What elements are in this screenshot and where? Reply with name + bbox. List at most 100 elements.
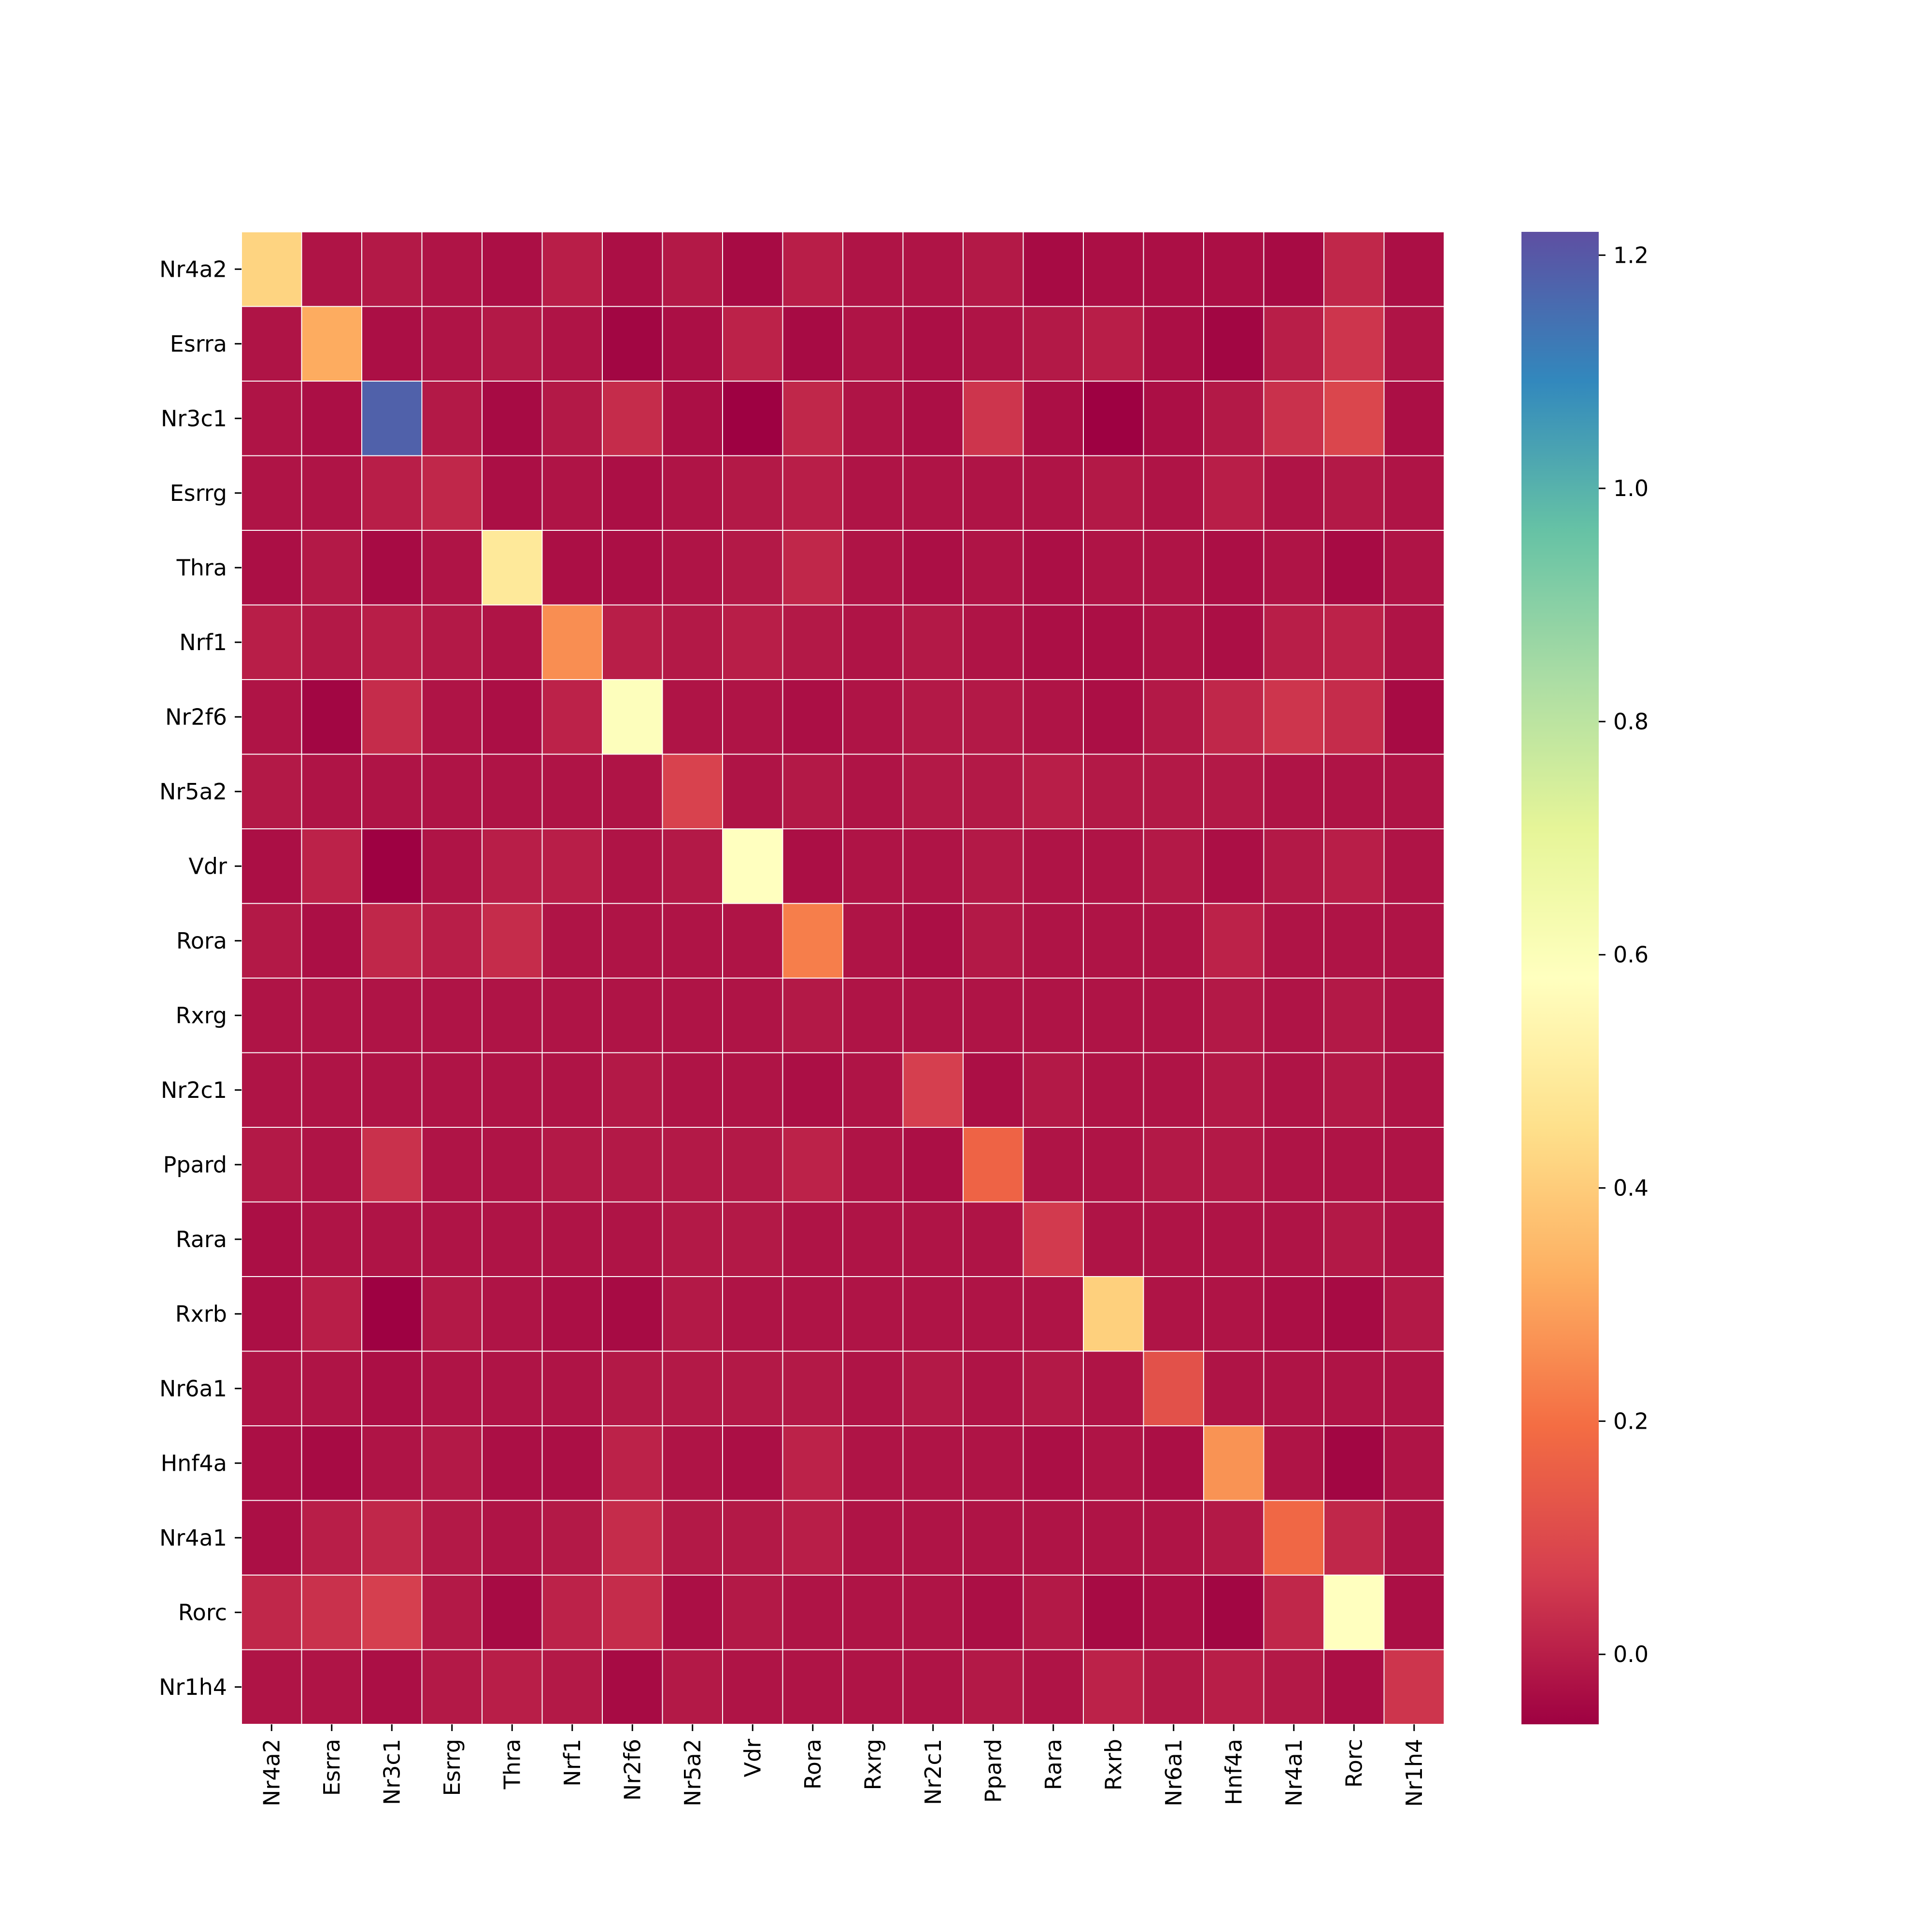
heatmap-cell	[541, 530, 603, 606]
heatmap-cell	[662, 828, 723, 904]
heatmap-cell	[662, 903, 723, 979]
heatmap-cell	[963, 828, 1024, 904]
column-label: Nr4a1	[1281, 1739, 1307, 1806]
heatmap-cell	[782, 753, 843, 829]
heatmap-cell	[1143, 903, 1204, 979]
heatmap-cell	[1143, 753, 1204, 829]
heatmap-cell	[421, 1276, 483, 1352]
heatmap-cell	[1323, 753, 1385, 829]
heatmap-cell	[842, 753, 904, 829]
heatmap-cell	[722, 1575, 783, 1650]
heatmap-cell	[1143, 1201, 1204, 1277]
heatmap-cell	[963, 1500, 1024, 1576]
heatmap-cell	[1083, 1575, 1144, 1650]
heatmap-cell	[782, 306, 843, 382]
heatmap-cell	[1263, 231, 1324, 307]
heatmap-cell	[963, 753, 1024, 829]
heatmap-cell	[1203, 1052, 1264, 1128]
heatmap-cell	[662, 753, 723, 829]
heatmap-cell	[662, 1649, 723, 1725]
heatmap-cell	[1323, 1276, 1385, 1352]
heatmap-cell	[301, 1425, 362, 1501]
heatmap-cell	[482, 978, 543, 1053]
heatmap-cell	[842, 1276, 904, 1352]
heatmap-cell	[1083, 604, 1144, 680]
heatmap-cell	[842, 1500, 904, 1576]
heatmap-cell	[361, 679, 423, 755]
heatmap-cell	[1263, 455, 1324, 531]
heatmap-cell	[662, 306, 723, 382]
heatmap-cell	[1383, 1052, 1445, 1128]
heatmap-cell	[1263, 381, 1324, 456]
heatmap-cell	[541, 679, 603, 755]
heatmap-cell	[361, 828, 423, 904]
heatmap-cell	[541, 978, 603, 1053]
heatmap-cell	[482, 1127, 543, 1203]
heatmap-cell	[1083, 231, 1144, 307]
heatmap-cell	[1383, 753, 1445, 829]
heatmap-cell	[1023, 455, 1084, 531]
heatmap-cell	[301, 1350, 362, 1426]
column-label: Nr5a2	[680, 1739, 706, 1806]
heatmap-cell	[1143, 231, 1204, 307]
colorbar-tick-label: 1.0	[1613, 475, 1648, 501]
row-label: Nr3c1	[161, 405, 227, 431]
heatmap-cell	[482, 903, 543, 979]
heatmap-cell	[301, 978, 362, 1053]
heatmap-cell	[1143, 381, 1204, 456]
heatmap-cell	[1143, 530, 1204, 606]
column-label: Nr4a2	[258, 1739, 284, 1806]
heatmap-cell	[1323, 1350, 1385, 1426]
heatmap-cell	[662, 1276, 723, 1352]
heatmap-cell	[662, 1575, 723, 1650]
heatmap-cell	[1263, 1127, 1324, 1203]
heatmap-cell	[1323, 1575, 1385, 1650]
heatmap-cell	[1203, 679, 1264, 755]
heatmap-cell	[301, 903, 362, 979]
heatmap-cell	[1263, 604, 1324, 680]
row-tick-labels: Nr4a2 Esrra Nr3c1 Esrrg Thra Nrf1 Nr2f6 Nr5a2 Vd…	[159, 256, 242, 1700]
heatmap-cell	[1263, 679, 1324, 755]
heatmap-cell	[241, 530, 302, 606]
heatmap-cell	[1323, 1127, 1385, 1203]
heatmap-cell	[1023, 1500, 1084, 1576]
heatmap-cell	[421, 1052, 483, 1128]
colorbar-tick-label: 1.2	[1613, 242, 1648, 268]
heatmap-cell	[1023, 828, 1084, 904]
column-label: Esrra	[319, 1739, 345, 1796]
column-label: Thra	[499, 1739, 525, 1790]
heatmap-cell	[361, 1201, 423, 1277]
heatmap-cell	[1143, 1575, 1204, 1650]
heatmap-cell	[1323, 903, 1385, 979]
heatmap-cell	[722, 1276, 783, 1352]
column-label: Nr6a1	[1161, 1739, 1187, 1806]
row-label: Thra	[176, 554, 227, 581]
row-label: Nr6a1	[159, 1376, 227, 1402]
heatmap-cell	[1383, 1350, 1445, 1426]
heatmap-cell	[361, 1350, 423, 1426]
heatmap-cell	[1383, 903, 1445, 979]
row-label: Rxrg	[176, 1002, 227, 1028]
heatmap-cell	[241, 903, 302, 979]
heatmap-cell	[963, 1575, 1024, 1650]
heatmap-cell	[1263, 1201, 1324, 1277]
colorbar: 0.0 0.2 0.4 0.6 0.8 1.0 1.2	[1521, 232, 1648, 1724]
heatmap-cell	[902, 1649, 964, 1725]
heatmap-cell	[421, 1575, 483, 1650]
heatmap-cell	[1383, 679, 1445, 755]
heatmap-cell	[1323, 530, 1385, 606]
heatmap-cell	[722, 231, 783, 307]
heatmap-cell	[963, 1276, 1024, 1352]
heatmap-cell	[1023, 1127, 1084, 1203]
heatmap-cell	[421, 1500, 483, 1576]
heatmap-cell	[361, 306, 423, 382]
heatmap-cell	[902, 1500, 964, 1576]
heatmap-cell	[541, 231, 603, 307]
heatmap-cell	[842, 1052, 904, 1128]
heatmap-cell	[963, 604, 1024, 680]
heatmap-cell	[1083, 306, 1144, 382]
heatmap-cell	[782, 1350, 843, 1426]
heatmap-cell	[241, 679, 302, 755]
heatmap-cell	[722, 604, 783, 680]
heatmap-cell	[782, 604, 843, 680]
